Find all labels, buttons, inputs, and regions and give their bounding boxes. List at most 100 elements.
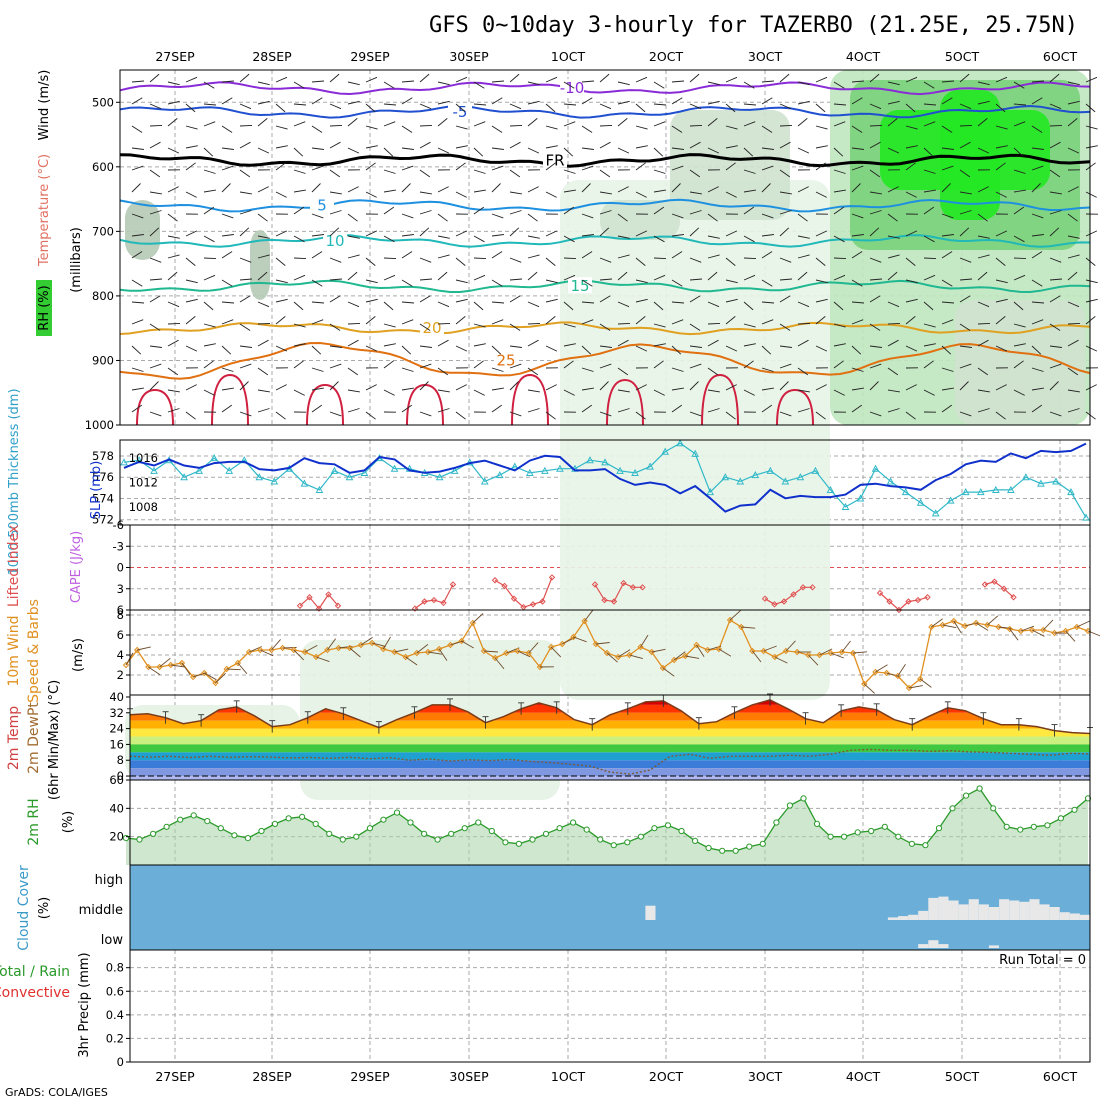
- wind-barb: [1013, 389, 1025, 396]
- wind-barb: [311, 251, 323, 259]
- wind-speed-point: [581, 617, 588, 625]
- thickness-point: [150, 466, 158, 474]
- wind-barb: [545, 345, 558, 352]
- wind-barb: [581, 387, 594, 391]
- wind-barb: [941, 183, 951, 193]
- wind-barb: [887, 213, 898, 222]
- wind-barb: [167, 322, 181, 325]
- cloud-middle-bar: [958, 904, 969, 920]
- wind-barb: [437, 322, 451, 325]
- isotherm-label: FR: [545, 151, 564, 169]
- wind-barb: [851, 80, 865, 83]
- wind-barb: [509, 227, 520, 237]
- wind-barb: [293, 257, 307, 260]
- cloud-low-bar: [928, 940, 939, 948]
- isotherm-label: 25: [496, 351, 515, 369]
- wind-barb: [563, 206, 575, 215]
- lifted-index-point: [449, 581, 457, 588]
- cloud-middle-bar: [1059, 912, 1070, 920]
- rh-point: [1044, 822, 1051, 829]
- thickness-point: [961, 488, 970, 496]
- thickness-point: [871, 464, 880, 472]
- rh-point: [854, 829, 861, 836]
- wind-barb: [725, 76, 738, 83]
- wind-barb: [653, 301, 664, 311]
- thickness-point: [1037, 479, 1045, 487]
- wind-barb: [905, 279, 918, 284]
- lifted-index-point: [809, 584, 816, 591]
- wind-barb: [293, 649, 305, 661]
- thickness-point: [345, 473, 354, 481]
- wind-barb: [419, 295, 431, 303]
- wind-barb: [887, 339, 899, 347]
- wind-barb: [473, 81, 485, 89]
- wind-barb: [599, 169, 611, 178]
- isotherm-label-bg: [323, 232, 347, 249]
- rh-point: [461, 825, 468, 832]
- wind-barb: [923, 169, 936, 174]
- rh-point: [908, 840, 916, 847]
- upper-air-tick-label: 500: [92, 95, 114, 109]
- wind-barb: [473, 235, 485, 243]
- wind-barb: [987, 615, 999, 626]
- wind-barb: [185, 162, 196, 171]
- wind-speed-point: [715, 645, 723, 653]
- wind-barb: [131, 234, 144, 237]
- wind-barb: [1049, 257, 1062, 263]
- wind-barb: [995, 345, 1008, 352]
- lifted-index-line: [494, 577, 553, 608]
- wind-barb: [1067, 389, 1080, 393]
- wind-barb: [311, 387, 324, 391]
- wind-barb: [473, 206, 485, 215]
- isotherm-label-bg: [543, 151, 567, 168]
- wind-barb: [761, 279, 773, 287]
- wind-barb: [887, 81, 900, 86]
- wind-barb: [635, 162, 646, 171]
- lifted-index-point: [991, 578, 998, 585]
- wind-speed-point: [458, 637, 465, 645]
- wind-barb: [473, 323, 486, 328]
- wind-barb: [167, 389, 180, 393]
- temp-tick-label: 32: [109, 706, 124, 720]
- wind-barb: [833, 257, 847, 260]
- wind-barb: [671, 251, 683, 259]
- wind-barb: [347, 389, 360, 393]
- wind-barb: [437, 271, 448, 281]
- lifted-tick-label: 6: [117, 603, 124, 617]
- wind-barb: [869, 345, 882, 348]
- wind-barb: [851, 213, 864, 219]
- thickness-point: [781, 477, 790, 485]
- thickness-point: [586, 456, 594, 464]
- isotherm-line: [119, 153, 1091, 168]
- wind-barb: [869, 103, 882, 110]
- wind-barb: [905, 384, 917, 391]
- wind-barb: [170, 664, 185, 668]
- lifted-index-line: [879, 592, 928, 611]
- wind-barb: [761, 80, 775, 83]
- wind-barb: [563, 343, 576, 347]
- wind-barb: [365, 257, 376, 266]
- wind-barb: [185, 411, 196, 420]
- rh-tick-label: 20: [109, 830, 124, 844]
- wind-barb: [599, 295, 611, 303]
- wind-barb: [581, 213, 594, 219]
- slp-line: [123, 442, 1087, 513]
- wind-barb: [640, 634, 649, 648]
- wind-barb: [653, 169, 666, 174]
- wind-barb: [725, 298, 738, 303]
- wind-speed-point: [805, 651, 812, 659]
- thickness-axis-label: 1000-500mb Thickness (dm): [7, 388, 22, 575]
- wind-barb: [707, 235, 720, 239]
- wind-barb: [1013, 235, 1025, 243]
- wind-barb: [689, 141, 701, 149]
- rh-point: [366, 825, 373, 832]
- wind-barb: [419, 73, 430, 83]
- wind-barb: [1049, 278, 1063, 281]
- lifted-index-point: [315, 605, 323, 612]
- wind-speed-point: [1040, 626, 1047, 634]
- wind-barb: [1085, 103, 1096, 113]
- wind-barb: [689, 124, 703, 127]
- wind-barb: [923, 206, 935, 215]
- wind-barb: [275, 162, 286, 171]
- wind-barb: [257, 118, 268, 127]
